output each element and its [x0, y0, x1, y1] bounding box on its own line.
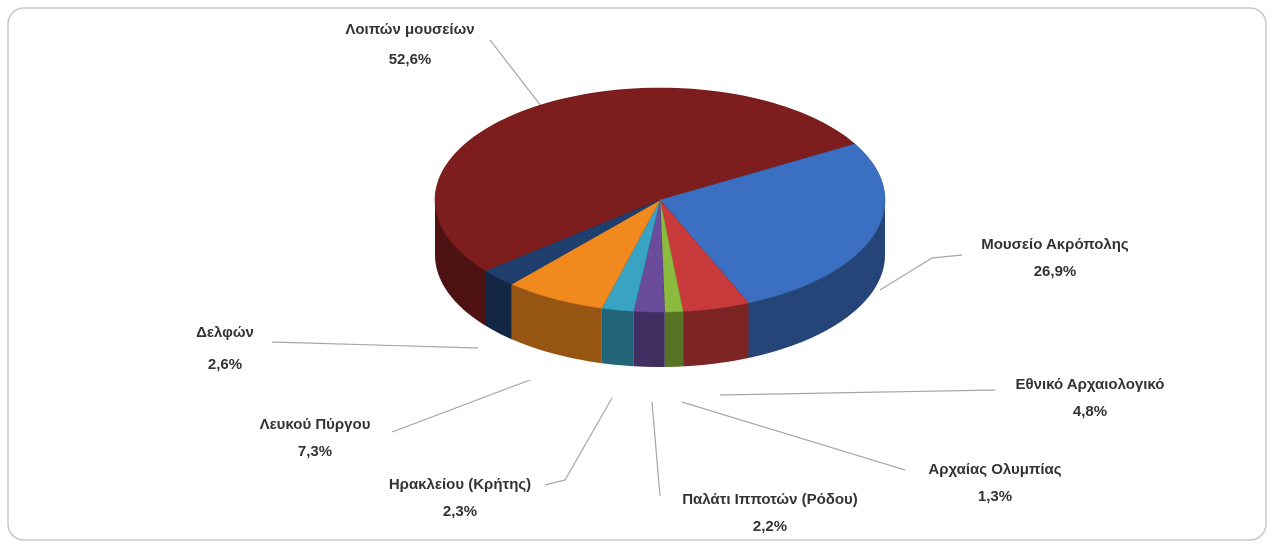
- pie-slice-side: [683, 303, 749, 367]
- slice-label: Ηρακλείου (Κρήτης): [389, 476, 531, 493]
- leader-line: [271, 341, 479, 349]
- pie-slice: [485, 199, 661, 285]
- leader-line: [879, 254, 963, 291]
- slice-value-label: 7,3%: [298, 443, 332, 460]
- slice-value-label: 4,8%: [1073, 403, 1107, 420]
- leader-line: [719, 389, 996, 396]
- pie-slice-side: [601, 308, 634, 367]
- slice-value-label: 2,2%: [753, 518, 787, 535]
- pie-slice-side: [633, 311, 665, 367]
- slice-value-label: 1,3%: [978, 488, 1012, 505]
- pie-slice-side: [748, 200, 885, 358]
- slice-label: Λοιπών μουσείων: [345, 21, 474, 38]
- pie-slice: [510, 199, 661, 309]
- slice-label: Παλάτι Ιπποτών (Ρόδου): [682, 491, 858, 508]
- pie-slice: [659, 143, 886, 304]
- slice-value-label: 52,6%: [389, 51, 432, 68]
- slice-label: Μουσείο Ακρόπολης: [981, 236, 1129, 253]
- pie-slice-side: [435, 200, 486, 326]
- leader-line: [681, 401, 906, 471]
- leader-line: [651, 401, 661, 497]
- leader-line: [489, 39, 549, 116]
- leader-lines: [271, 39, 996, 497]
- leader-line: [391, 379, 531, 433]
- leader-line: [544, 397, 613, 486]
- pie-slice: [659, 198, 750, 312]
- slice-value-label: 26,9%: [1034, 263, 1077, 280]
- slice-label: Λευκού Πύργου: [260, 416, 371, 433]
- pie-slice-side: [511, 284, 602, 364]
- slice-label: Δελφών: [196, 324, 254, 341]
- pie-slice: [434, 87, 856, 272]
- slice-label: Εθνικό Αρχαιολογικό: [1016, 376, 1165, 393]
- pie-slice-side: [664, 311, 684, 367]
- slice-value-label: 2,6%: [208, 356, 242, 373]
- slice-label: Αρχαίας Ολυμπίας: [928, 461, 1061, 478]
- pie-slice: [601, 199, 661, 312]
- pie-slice-side: [486, 271, 512, 340]
- slice-value-label: 2,3%: [443, 503, 477, 520]
